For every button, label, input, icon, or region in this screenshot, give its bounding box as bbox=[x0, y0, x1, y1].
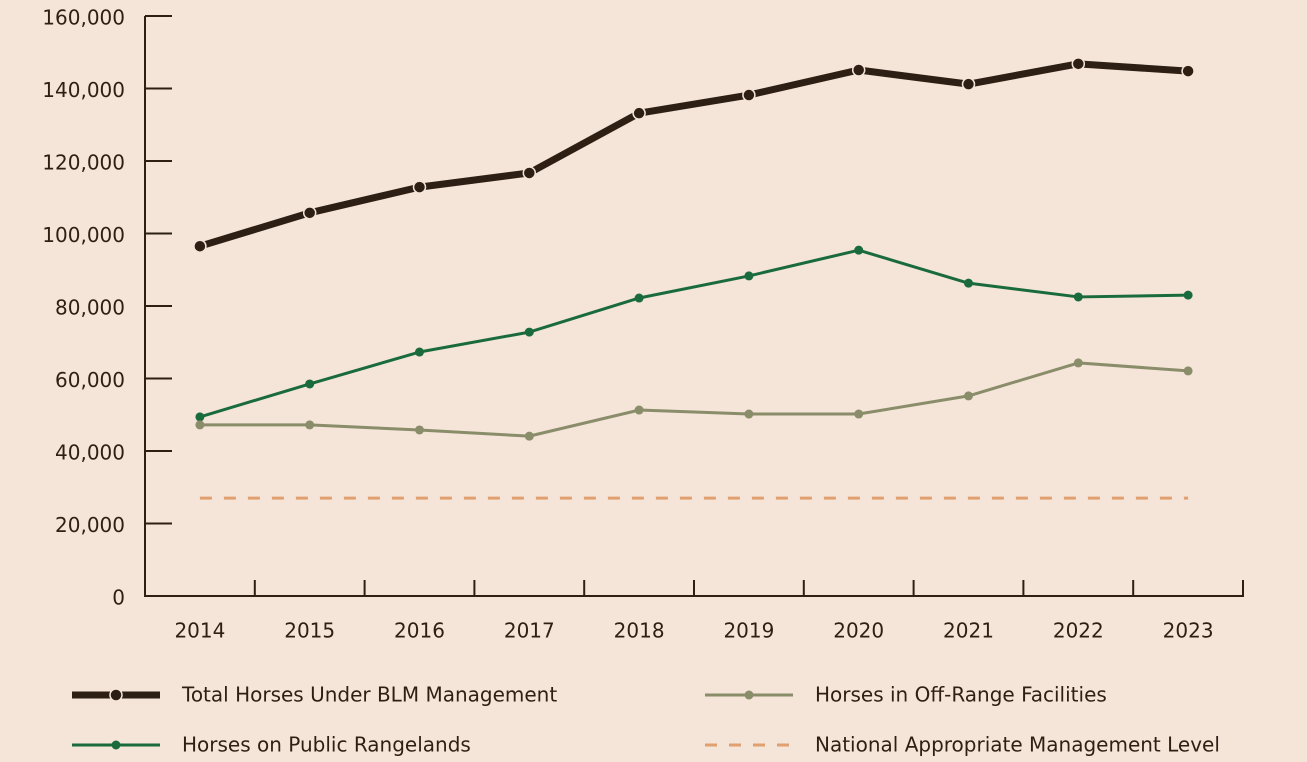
data-point bbox=[305, 379, 315, 389]
data-point bbox=[412, 180, 427, 194]
data-point bbox=[524, 431, 534, 441]
x-tick-label: 2017 bbox=[504, 619, 555, 643]
data-point bbox=[742, 88, 756, 102]
x-tick-label: 2014 bbox=[174, 619, 225, 643]
data-point bbox=[854, 409, 864, 419]
data-point bbox=[302, 206, 317, 220]
legend-marker bbox=[744, 690, 754, 700]
x-tick-label: 2015 bbox=[284, 619, 335, 643]
series-line bbox=[199, 361, 1189, 438]
x-tick-label: 2022 bbox=[1053, 619, 1104, 643]
x-tick-label: 2016 bbox=[394, 619, 445, 643]
x-tick-label: 2023 bbox=[1163, 619, 1214, 643]
data-point bbox=[522, 166, 537, 180]
data-point bbox=[415, 425, 424, 435]
data-point bbox=[634, 405, 644, 415]
y-tick-label: 100,000 bbox=[42, 223, 125, 247]
data-point bbox=[744, 271, 754, 281]
data-point bbox=[1073, 358, 1083, 368]
data-point bbox=[1073, 292, 1083, 302]
x-tick-label: 2020 bbox=[833, 619, 884, 643]
y-tick-label: 60,000 bbox=[55, 368, 125, 392]
y-tick-label: 0 bbox=[112, 586, 125, 610]
data-point bbox=[854, 245, 864, 255]
legend-marker bbox=[111, 740, 121, 750]
x-tick-label: 2018 bbox=[614, 619, 665, 643]
data-point bbox=[195, 420, 205, 430]
y-tick-label: 120,000 bbox=[42, 151, 125, 175]
data-point bbox=[744, 409, 754, 419]
legend-label: Horses on Public Rangelands bbox=[182, 733, 471, 757]
data-point bbox=[524, 327, 534, 337]
x-tick-label: 2019 bbox=[723, 619, 774, 643]
data-point bbox=[1183, 290, 1193, 300]
data-point bbox=[415, 347, 424, 357]
x-tick-label: 2021 bbox=[943, 619, 994, 643]
data-point bbox=[1071, 57, 1086, 71]
y-tick-label: 40,000 bbox=[55, 441, 125, 465]
series-line bbox=[199, 248, 1189, 419]
data-point bbox=[305, 420, 315, 430]
y-tick-label: 80,000 bbox=[55, 296, 125, 320]
data-point bbox=[1183, 366, 1193, 376]
data-point bbox=[632, 106, 646, 120]
y-tick-label: 140,000 bbox=[42, 78, 125, 102]
data-point bbox=[961, 77, 976, 91]
data-point bbox=[193, 239, 207, 253]
legend-marker bbox=[109, 688, 123, 702]
data-point bbox=[964, 278, 973, 288]
data-point bbox=[195, 412, 205, 422]
series-line bbox=[198, 60, 1189, 250]
legend-label: National Appropriate Management Level bbox=[815, 733, 1220, 757]
legend-label: Total Horses Under BLM Management bbox=[181, 683, 557, 707]
data-point bbox=[964, 391, 973, 401]
y-tick-label: 160,000 bbox=[42, 6, 125, 30]
data-point bbox=[634, 293, 644, 303]
y-tick-label: 20,000 bbox=[55, 513, 125, 537]
data-point bbox=[1181, 64, 1195, 78]
legend-label: Horses in Off-Range Facilities bbox=[815, 683, 1107, 707]
data-point bbox=[851, 63, 866, 77]
